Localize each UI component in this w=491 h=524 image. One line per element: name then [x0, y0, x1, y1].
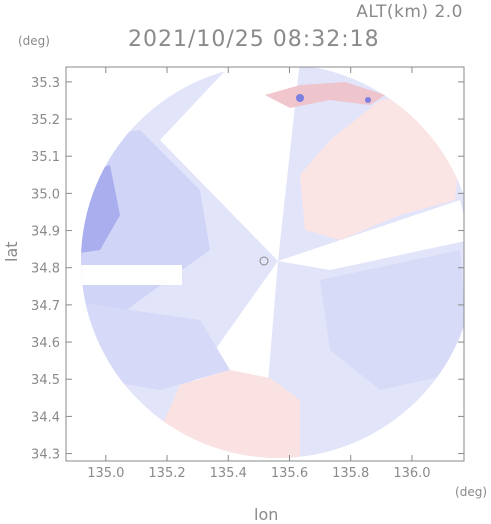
north-clutter-red — [265, 82, 385, 108]
y-tick-label: 34.6 — [31, 336, 60, 351]
altitude-label: ALT(km) 2.0 — [356, 2, 463, 22]
zero-band-east — [278, 200, 464, 270]
x-tick-label: 136.0 — [393, 466, 430, 481]
y-tick-label: 35.0 — [31, 187, 60, 202]
plot-frame — [65, 66, 465, 462]
x-axis: 135.0 135.2 135.4 135.6 135.8 136.0 — [87, 67, 431, 481]
velocity-field — [81, 67, 464, 458]
x-axis-unit: (deg) — [455, 485, 487, 499]
x-tick-label: 135.2 — [148, 466, 185, 481]
north-clutter-blue — [296, 94, 304, 102]
zero-wedge-north — [160, 67, 300, 261]
y-axis: 34.3 34.4 34.5 34.6 34.7 34.8 34.9 35.0 35.1 35.2… — [31, 76, 464, 463]
west-strong-blue — [81, 165, 120, 255]
southeast-blue — [320, 250, 464, 390]
south-red — [160, 370, 300, 458]
x-tick-label: 135.6 — [271, 466, 308, 481]
y-tick-label: 34.9 — [31, 225, 60, 240]
y-tick-label: 35.2 — [31, 113, 60, 128]
y-tick-label: 34.7 — [31, 299, 60, 314]
x-axis-label: lon — [254, 505, 279, 524]
y-axis-unit: (deg) — [18, 34, 50, 48]
y-tick-label: 35.1 — [31, 150, 60, 165]
x-tick-label: 135.4 — [210, 466, 247, 481]
x-tick-label: 135.8 — [332, 466, 369, 481]
y-tick-label: 34.5 — [31, 373, 60, 388]
y-tick-label: 34.4 — [31, 410, 60, 425]
timestamp-title: 2021/10/25 08:32:18 — [128, 27, 380, 52]
y-tick-label: 34.8 — [31, 262, 60, 277]
radar-site-marker — [259, 256, 269, 266]
y-tick-label: 35.3 — [31, 76, 60, 91]
no-data-strip — [81, 265, 182, 285]
northeast-red — [300, 95, 460, 240]
y-tick-label: 34.3 — [31, 448, 60, 463]
x-tick-label: 135.0 — [87, 466, 124, 481]
north-clutter-blue — [365, 97, 371, 103]
